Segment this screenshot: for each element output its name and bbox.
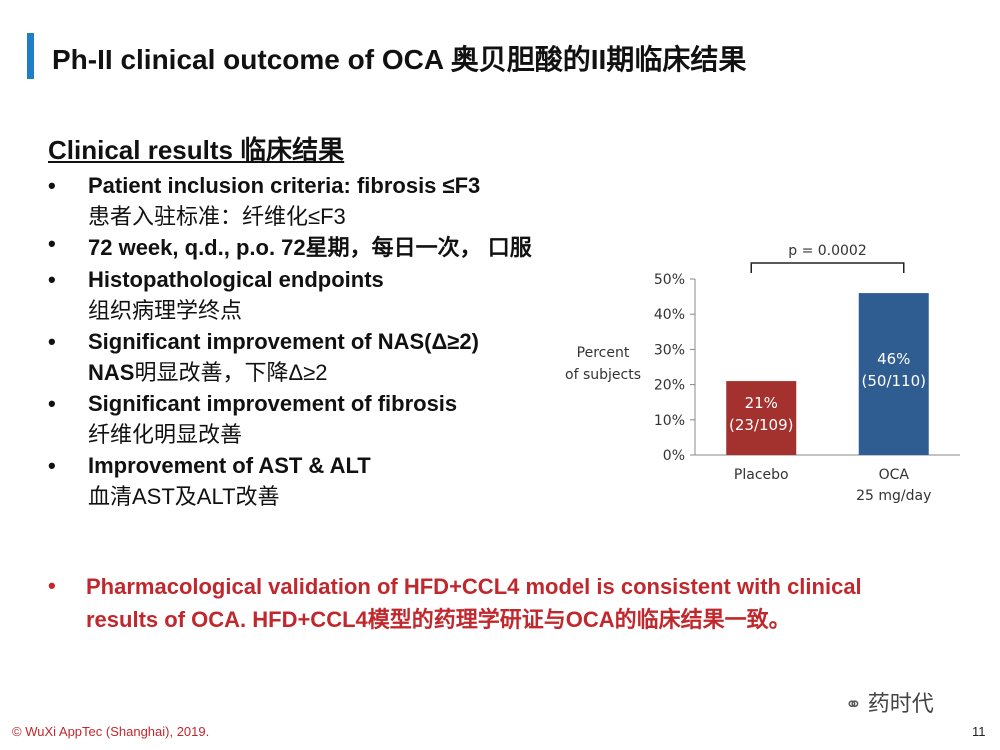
x-category-label: OCA — [879, 467, 910, 483]
bar — [726, 381, 797, 455]
page-number: 11 — [972, 724, 986, 739]
bullet-text-zh: 患者入驻标准：纤维化≤F3 — [88, 200, 608, 234]
conclusion-note: • Pharmacological validation of HFD+CCL4… — [48, 570, 918, 636]
bullet-item: • Histopathological endpoints 组织病理学终点 — [48, 266, 608, 328]
y-tick-label: 30% — [654, 342, 685, 358]
chart-svg: 0% 10% 20% 30% 40% 50% Percent of subjects 21% (2… — [565, 243, 960, 504]
data-label: 46% — [877, 350, 910, 368]
y-tick-label: 50% — [654, 272, 685, 288]
outcome-bar-chart: 0% 10% 20% 30% 40% 50% Percent of subjects 21% (2… — [555, 235, 975, 510]
bullet-zh-body: 患者入驻标准：纤维化≤F3 — [88, 204, 346, 229]
x-category-sublabel: 25 mg/day — [856, 488, 931, 504]
bar — [858, 293, 929, 455]
x-category-label: Placebo — [734, 467, 789, 483]
bullet-text-en: Improvement of AST & ALT — [88, 453, 371, 478]
bullet-item: • Significant improvement of fibrosis 纤维… — [48, 390, 608, 452]
bullet-item: • Patient inclusion criteria: fibrosis ≤… — [48, 172, 608, 234]
bullet-dot: • — [48, 453, 56, 478]
bullet-text-en: Histopathological endpoints — [88, 267, 384, 292]
bullet-zh-body: 组织病理学终点 — [88, 298, 243, 323]
bullet-text-zh: 组织病理学终点 — [88, 294, 608, 328]
bullet-list: • Patient inclusion criteria: fibrosis ≤… — [48, 172, 608, 514]
bullet-zh-body: 明显改善，下降Δ≥2 — [134, 360, 328, 385]
data-label: 21% — [745, 394, 778, 412]
bullet-dot: • — [48, 573, 56, 598]
y-tick-label: 40% — [654, 307, 685, 323]
title-accent-bar — [27, 33, 34, 79]
bullet-dot: • — [48, 173, 56, 198]
conclusion-text: Pharmacological validation of HFD+CCL4 m… — [86, 574, 862, 632]
bullet-dot: • — [48, 267, 56, 292]
data-label: (50/110) — [862, 372, 926, 390]
y-tick-label: 0% — [663, 448, 685, 464]
y-tick-label: 20% — [654, 378, 685, 394]
bullet-dot: • — [48, 329, 56, 354]
bullet-item: • Improvement of AST & ALT 血清AST及ALT改善 — [48, 452, 608, 514]
bullet-item: • 72 week, q.d., p.o. 72星期，每日一次， 口服 — [48, 230, 608, 266]
bullet-text-zh: 血清AST及ALT改善 — [88, 480, 608, 514]
bullet-zh-body: 血清AST及ALT改善 — [88, 484, 280, 509]
bullet-text-en: 72 week, q.d., p.o. 72星期，每日一次， 口服 — [88, 235, 532, 260]
bullet-zh-prefix: NAS — [88, 360, 135, 385]
watermark: ⚭ 药时代 — [845, 686, 934, 718]
bullet-text-en: Significant improvement of NAS(Δ≥2) — [88, 329, 479, 354]
copyright-footer: © WuXi AppTec (Shanghai), 2019. — [12, 724, 210, 739]
bullet-text-en: Significant improvement of fibrosis — [88, 391, 458, 416]
bullet-item: • Significant improvement of NAS(Δ≥2) NA… — [48, 328, 608, 390]
watermark-text: 药时代 — [867, 691, 934, 716]
data-label: (23/109) — [729, 416, 793, 434]
wechat-icon: ⚭ — [845, 694, 862, 716]
y-axis-label: Percent — [577, 345, 630, 361]
section-heading: Clinical results 临床结果 — [48, 135, 345, 165]
bullet-text-zh: NAS明显改善，下降Δ≥2 — [88, 356, 608, 390]
significance-bracket — [750, 262, 905, 273]
bullet-text-en: Patient inclusion criteria: fibrosis ≤F3 — [88, 173, 481, 198]
y-axis-label: of subjects — [565, 367, 641, 383]
slide-title: Ph-II clinical outcome of OCA 奥贝胆酸的II期临床… — [52, 44, 747, 75]
bullet-dot: • — [48, 391, 56, 416]
bullet-zh-body: 纤维化明显改善 — [88, 422, 243, 447]
bullet-dot: • — [48, 231, 56, 256]
bullet-text-zh: 纤维化明显改善 — [88, 418, 608, 452]
p-value-annotation: p = 0.0002 — [788, 243, 867, 259]
y-tick-label: 10% — [654, 413, 685, 429]
